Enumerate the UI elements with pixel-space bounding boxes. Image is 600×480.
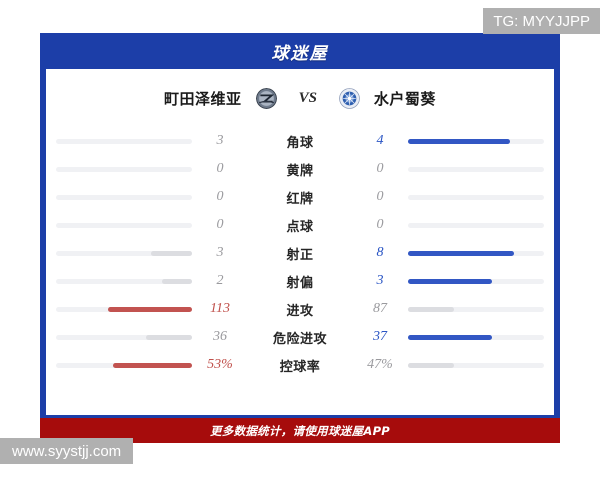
away-stat-bar — [408, 194, 544, 200]
brand-title: 球迷屋 — [271, 43, 329, 64]
away-stat-bar — [408, 306, 544, 312]
website-watermark: www.syystjj.com — [0, 438, 134, 464]
home-stat-value: 53% — [207, 357, 233, 372]
vs-label: VS — [298, 89, 317, 106]
home-stat-bar-fill — [162, 278, 192, 284]
home-stat-bar-track — [56, 194, 192, 200]
stat-label: 进攻 — [286, 303, 314, 319]
away-stat-bar-fill — [408, 334, 493, 340]
home-stat-value: 2 — [216, 273, 224, 288]
away-stat-bar — [408, 138, 544, 144]
telegram-watermark-text: TG: MYYJJPP — [493, 12, 590, 30]
away-stat-bar — [408, 334, 544, 340]
away-stat-bar-track — [408, 194, 544, 200]
stats-panel: 町田泽维亚 VS 水户蜀葵 3 角球 4 0 黄牌 0 0 红牌 0 0 点球 0 3 射正 8 2 射偏 3 11… — [46, 69, 554, 415]
home-stat-bar-track — [56, 278, 192, 284]
home-stat-value: 0 — [216, 161, 224, 176]
home-stat-value: 3 — [216, 245, 224, 260]
away-stat-bar — [408, 166, 544, 172]
home-stat-value: 113 — [210, 301, 230, 316]
home-stat-value: 0 — [216, 189, 224, 204]
away-stat-bar — [408, 278, 544, 284]
stat-row: 0 红牌 0 — [56, 183, 544, 211]
stat-label: 黄牌 — [286, 163, 314, 179]
footer-promo-text: 更多数据统计，请使用球迷屋APP — [209, 423, 391, 438]
away-stat-bar-fill — [408, 362, 455, 368]
stat-label: 红牌 — [286, 191, 314, 207]
home-stat-value: 36 — [213, 329, 227, 344]
stat-label: 点球 — [286, 219, 314, 235]
home-stat-bar — [56, 334, 192, 340]
away-team-name: 水户蜀葵 — [373, 89, 436, 108]
away-stat-bar-track — [408, 166, 544, 172]
telegram-watermark: TG: MYYJJPP — [483, 8, 600, 34]
brand-header: 球迷屋 — [40, 33, 560, 69]
away-stat-value: 0 — [376, 189, 384, 204]
home-team-name: 町田泽维亚 — [164, 89, 242, 108]
away-stat-bar — [408, 362, 544, 368]
home-stat-bar-track — [56, 138, 192, 144]
home-stat-bar-track — [56, 222, 192, 228]
stat-label: 角球 — [286, 135, 314, 151]
home-stat-bar — [56, 278, 192, 284]
home-stat-bar-fill — [151, 250, 192, 256]
away-stat-value: 8 — [376, 245, 384, 260]
home-stat-bar-fill — [107, 306, 192, 312]
stat-row: 53% 控球率 47% — [56, 351, 544, 379]
stat-label: 射偏 — [286, 275, 314, 291]
away-stat-bar-track — [408, 306, 544, 312]
away-stat-bar-track — [408, 362, 544, 368]
teams-row: 町田泽维亚 VS 水户蜀葵 — [46, 69, 554, 127]
home-stat-bar-track — [56, 334, 192, 340]
away-stat-value: 47% — [367, 357, 393, 372]
stat-label: 射正 — [286, 247, 314, 263]
stat-row: 2 射偏 3 — [56, 267, 544, 295]
away-stat-value: 0 — [376, 217, 384, 232]
away-stat-value: 3 — [376, 273, 384, 288]
away-stat-bar-fill — [408, 138, 510, 144]
stats-rows: 3 角球 4 0 黄牌 0 0 红牌 0 0 点球 0 3 射正 8 2 射偏 3 113 进攻 87 36 危险进攻 37 5… — [46, 127, 554, 379]
website-watermark-text: www.syystjj.com — [12, 442, 122, 460]
stat-row: 113 进攻 87 — [56, 295, 544, 323]
stat-label: 危险进攻 — [272, 331, 327, 347]
home-stat-bar — [56, 306, 192, 312]
stat-row: 3 射正 8 — [56, 239, 544, 267]
stat-label: 控球率 — [279, 359, 321, 375]
home-stat-bar — [56, 194, 192, 200]
mito-hollyhock-crest-icon — [339, 87, 360, 109]
home-stat-bar — [56, 222, 192, 228]
stat-row: 0 黄牌 0 — [56, 155, 544, 183]
home-stat-bar-fill — [145, 334, 192, 340]
match-stats-card: 球迷屋 町田泽维亚 VS 水户蜀葵 3 角球 4 0 黄牌 0 0 红牌 0 0 点球 0 3 射正 — [40, 33, 560, 443]
home-stat-bar — [56, 250, 192, 256]
home-stat-bar — [56, 362, 192, 368]
machida-zelvia-crest-icon — [255, 87, 277, 109]
away-stat-value: 87 — [373, 301, 387, 316]
away-stat-value: 0 — [376, 161, 384, 176]
stat-row: 3 角球 4 — [56, 127, 544, 155]
stat-row: 36 危险进攻 37 — [56, 323, 544, 351]
home-stat-bar — [56, 166, 192, 172]
stat-row: 0 点球 0 — [56, 211, 544, 239]
home-stat-value: 3 — [216, 133, 224, 148]
away-stat-bar — [408, 250, 544, 256]
away-stat-value: 4 — [376, 133, 384, 148]
home-stat-value: 0 — [216, 217, 224, 232]
away-stat-bar-fill — [408, 306, 455, 312]
away-stat-value: 37 — [373, 329, 387, 344]
away-stat-bar — [408, 222, 544, 228]
away-stat-bar-track — [408, 222, 544, 228]
home-stat-bar-track — [56, 166, 192, 172]
home-stat-bar-fill — [113, 362, 192, 368]
away-stat-bar-fill — [408, 250, 515, 256]
away-stat-bar-fill — [408, 278, 493, 284]
home-stat-bar — [56, 138, 192, 144]
home-stat-bar-track — [56, 250, 192, 256]
